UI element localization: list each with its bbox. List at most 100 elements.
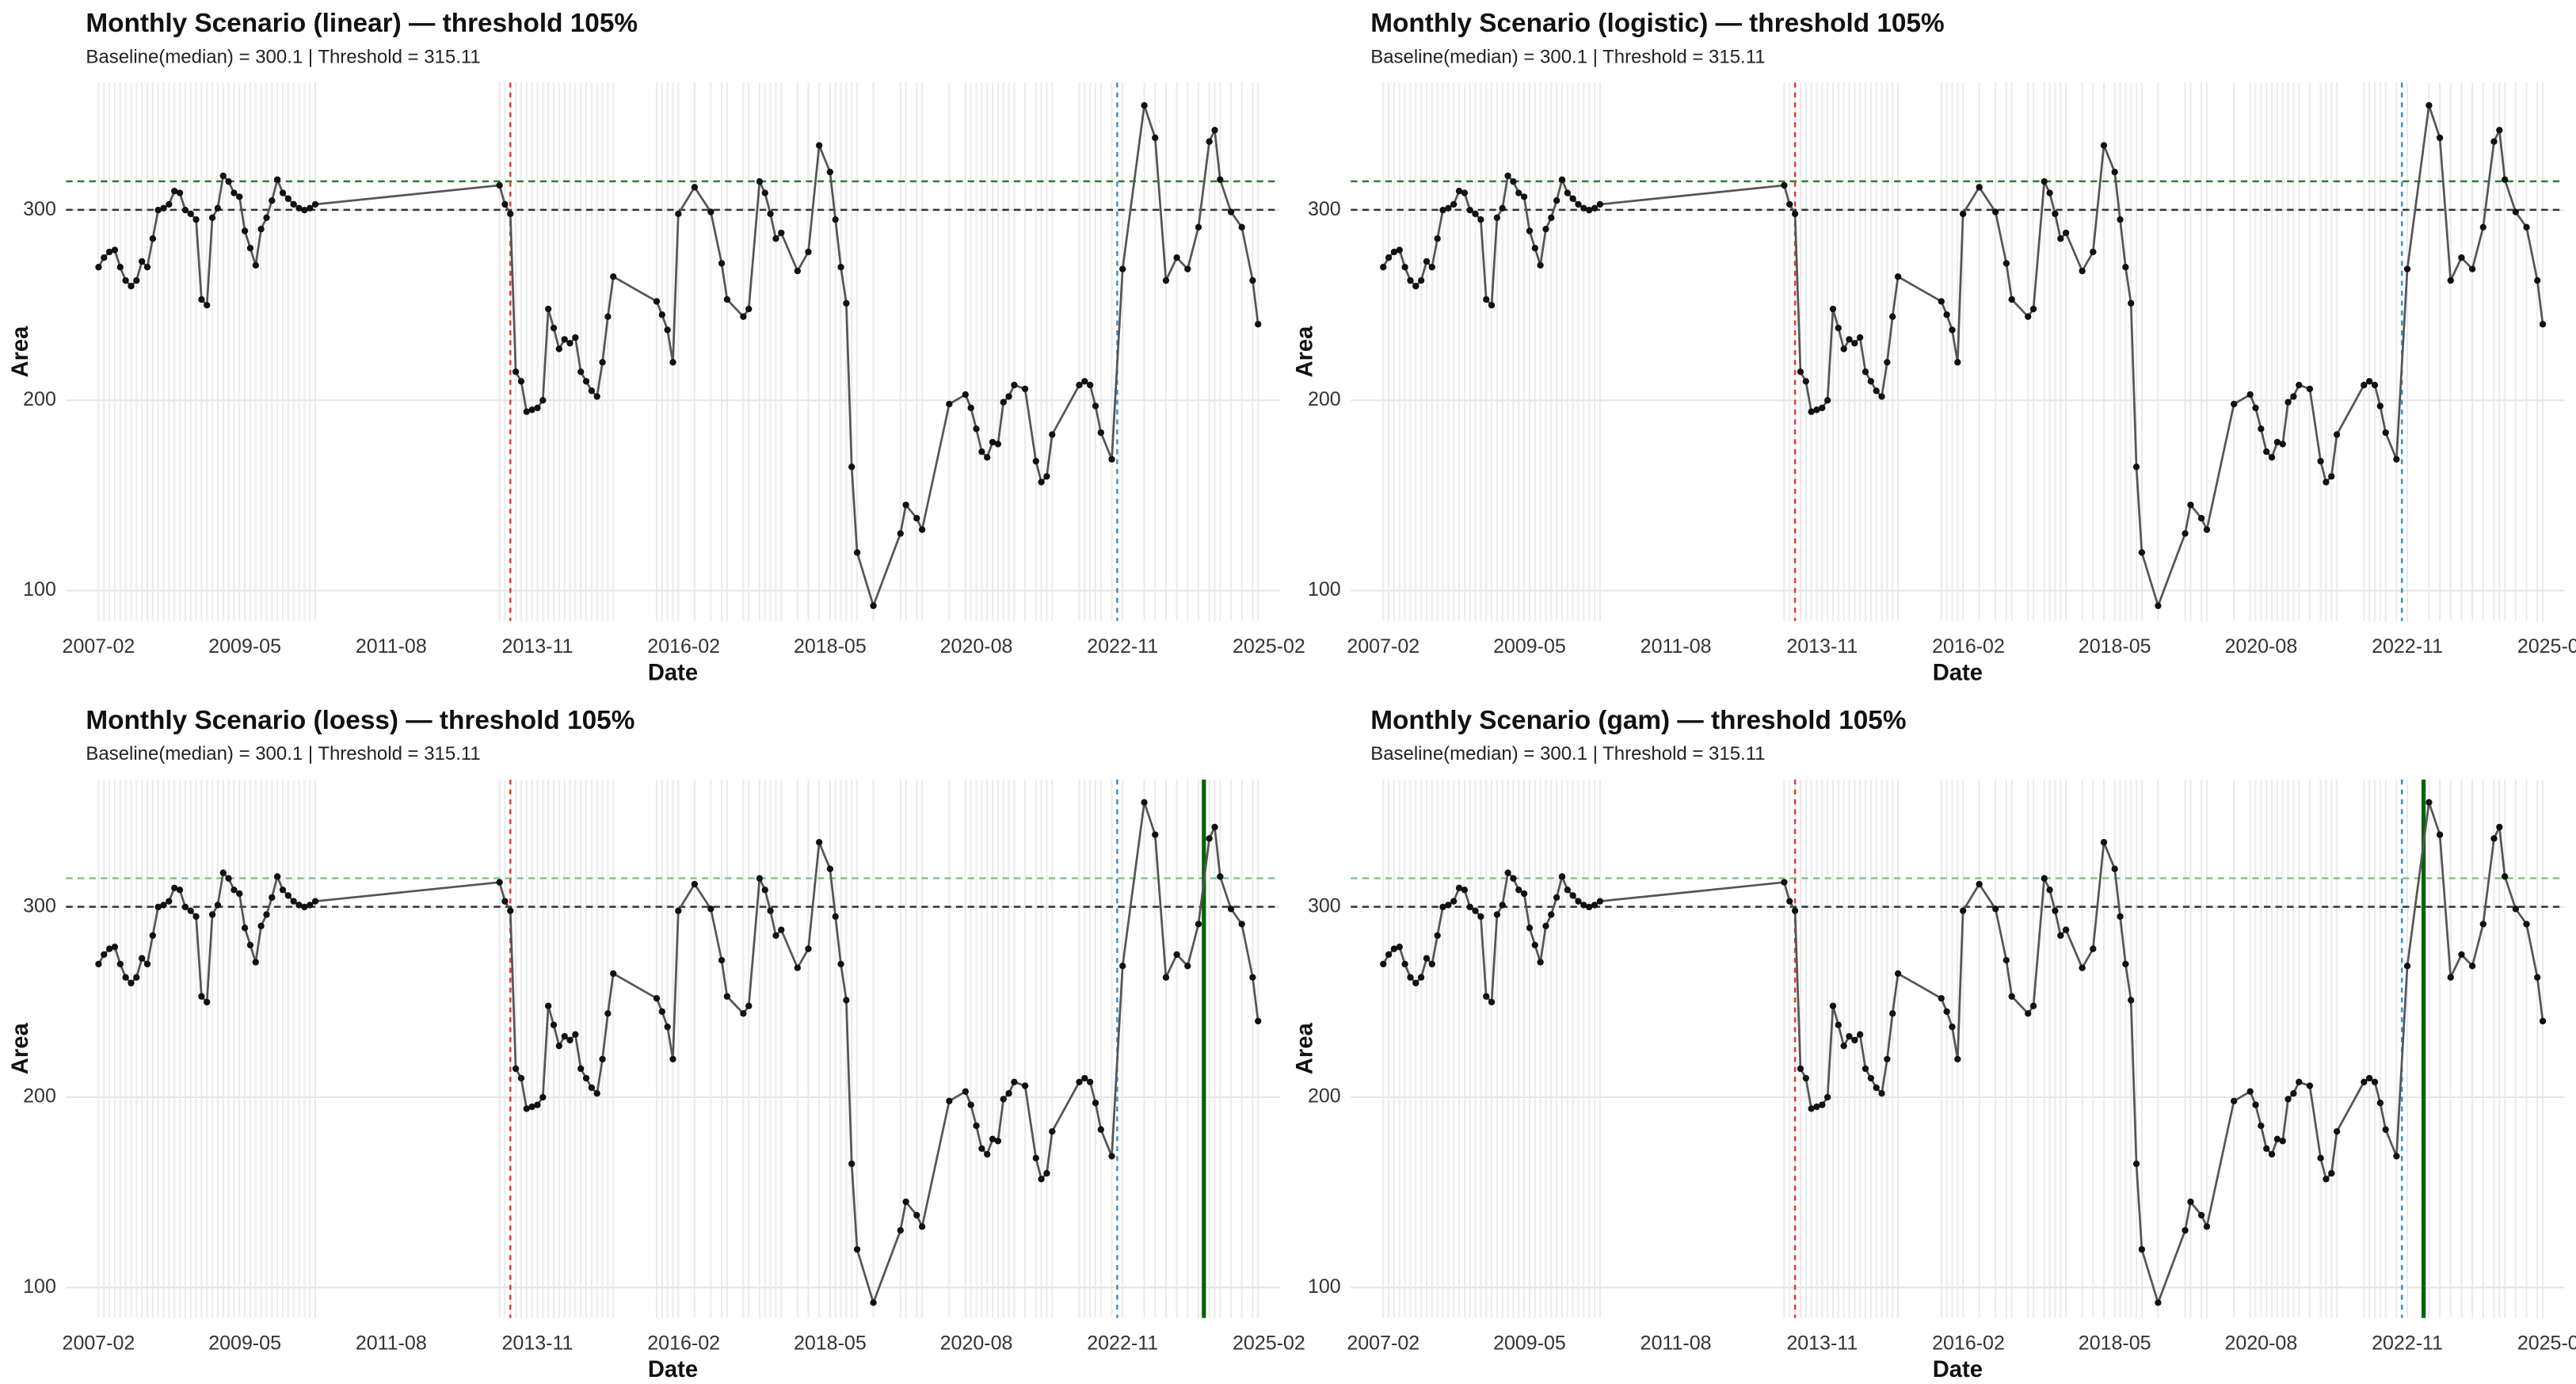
- data-point: [1840, 345, 1847, 353]
- data-point: [826, 865, 834, 873]
- data-point: [2376, 1100, 2384, 1107]
- data-point: [2187, 1198, 2194, 1206]
- data-point: [2187, 501, 2194, 509]
- data-point: [989, 438, 996, 446]
- data-point: [2046, 189, 2053, 196]
- data-point: [246, 941, 254, 949]
- data-point: [311, 898, 319, 905]
- data-point: [2090, 248, 2097, 256]
- data-point: [1493, 214, 1501, 221]
- data-point: [1867, 378, 1875, 385]
- data-point: [1173, 951, 1180, 959]
- data-point: [1813, 406, 1820, 414]
- x-tick-label: 2018-05: [794, 1333, 867, 1355]
- data-point: [2132, 463, 2140, 471]
- data-point: [1238, 921, 1245, 928]
- data-point: [1092, 1100, 1099, 1107]
- y-tick-label: 100: [1308, 578, 1341, 600]
- chart-title: Monthly Scenario (loess) — threshold 105…: [86, 706, 634, 735]
- data-point: [225, 177, 232, 185]
- data-point: [2029, 1002, 2037, 1009]
- x-tick-label: 2011-08: [1640, 635, 1712, 658]
- data-point: [2090, 945, 2097, 952]
- data-point: [2182, 530, 2189, 537]
- data-point: [1488, 998, 1496, 1006]
- data-point: [843, 997, 850, 1004]
- data-point: [1992, 906, 1999, 913]
- data-point: [1949, 326, 1956, 334]
- data-point: [2382, 429, 2389, 437]
- data-point: [2496, 127, 2503, 134]
- data-point: [2403, 265, 2411, 273]
- y-tick-label: 100: [1308, 1275, 1341, 1298]
- data-point: [2333, 431, 2341, 438]
- x-tick-label: 2016-02: [1932, 635, 2005, 658]
- data-point: [512, 1065, 520, 1073]
- data-point: [1206, 835, 1213, 842]
- x-tick-label: 2013-11: [1786, 635, 1858, 658]
- data-point: [1043, 1169, 1050, 1177]
- y-axis-label: Area: [8, 326, 33, 378]
- data-point: [2008, 993, 2015, 1000]
- data-point: [1531, 941, 1538, 949]
- x-tick-label: 2022-11: [2372, 1333, 2443, 1355]
- data-point: [2230, 400, 2238, 408]
- data-point: [231, 886, 238, 894]
- data-point: [2393, 456, 2400, 463]
- data-point: [561, 336, 568, 343]
- data-point: [133, 974, 140, 981]
- data-point: [1808, 408, 1815, 415]
- panel: Monthly Scenario (gam) — threshold 105% B…: [1293, 706, 2576, 1382]
- data-point: [279, 886, 287, 894]
- data-point: [187, 907, 194, 914]
- data-point: [290, 898, 297, 905]
- data-point: [794, 267, 801, 275]
- data-point: [593, 1090, 600, 1097]
- data-point: [745, 1002, 753, 1009]
- y-axis-label: Area: [1293, 1023, 1318, 1075]
- x-tick-label: 2022-11: [2372, 635, 2443, 658]
- x-tick-label: 2025-02: [1233, 1333, 1305, 1355]
- data-point: [523, 408, 530, 415]
- data-point: [2306, 385, 2314, 393]
- data-point: [1483, 295, 1490, 303]
- y-tick-label: 300: [1308, 894, 1341, 917]
- data-point: [198, 295, 205, 303]
- data-point: [853, 1245, 861, 1253]
- data-point: [496, 181, 503, 189]
- x-tick-label: 2020-08: [940, 1333, 1013, 1355]
- data-point: [246, 245, 254, 252]
- data-point: [1819, 404, 1826, 412]
- data-point: [2258, 1122, 2265, 1130]
- data-point: [166, 200, 173, 208]
- data-point: [301, 903, 308, 911]
- data-point: [2046, 886, 2053, 894]
- data-point: [101, 951, 108, 959]
- data-point: [284, 892, 292, 899]
- data-point: [1483, 993, 1490, 1000]
- data-point: [1439, 903, 1446, 911]
- data-point: [1206, 138, 1213, 145]
- data-point: [2182, 1226, 2189, 1234]
- data-point: [2296, 1078, 2303, 1085]
- data-point: [311, 200, 319, 208]
- data-point: [1564, 189, 1571, 196]
- x-tick-label: 2011-08: [1640, 1333, 1712, 1355]
- data-point: [1407, 276, 1414, 284]
- data-point: [1823, 1093, 1831, 1101]
- data-point: [1428, 960, 1435, 968]
- data-point: [2328, 473, 2335, 480]
- x-tick-label: 2011-08: [356, 1333, 427, 1355]
- data-point: [610, 970, 617, 978]
- data-point: [778, 229, 785, 237]
- data-point: [1884, 359, 1891, 366]
- data-point: [582, 378, 590, 385]
- data-point: [2403, 963, 2411, 970]
- y-tick-label: 200: [23, 388, 56, 410]
- data-point: [1959, 210, 1967, 218]
- data-point: [2268, 1150, 2276, 1158]
- data-point: [2079, 964, 2086, 971]
- data-point: [1851, 340, 1858, 347]
- data-point: [1380, 264, 1387, 271]
- data-point: [1097, 1126, 1105, 1134]
